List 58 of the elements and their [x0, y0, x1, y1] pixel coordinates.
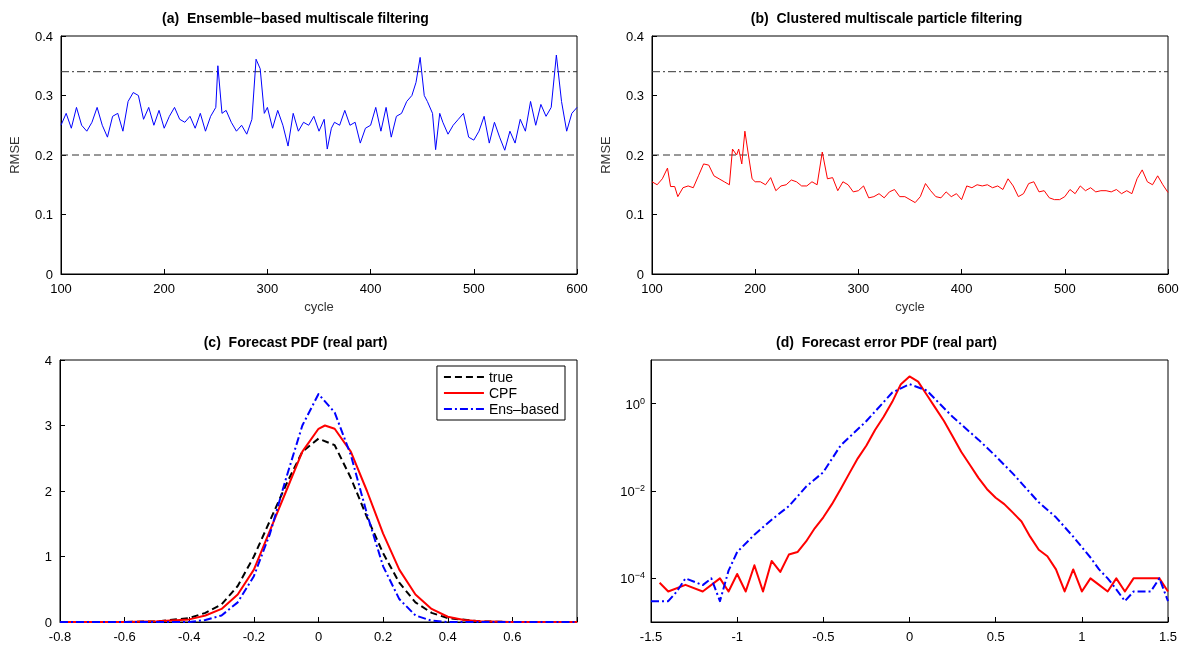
x-tick-label: 600: [1157, 281, 1179, 296]
x-tick-label: 1.5: [1158, 629, 1178, 644]
x-axis-title: cycle: [895, 298, 925, 314]
x-tick-label: 0: [314, 629, 323, 644]
line-series: [60, 54, 578, 151]
x-tick-label: 1: [1078, 629, 1086, 644]
x-tick-label: -0.8: [48, 629, 72, 644]
x-tick-label: 0.5: [986, 629, 1005, 644]
x-tick-label: -0.2: [242, 629, 266, 644]
chart-title: (b) Clustered multiscale particle filtering: [750, 10, 1023, 26]
x-tick-label: 0.2: [374, 629, 393, 644]
x-tick-label: 400: [359, 281, 382, 296]
y-tick-label: 0.2: [34, 147, 53, 163]
x-tick-label: 600: [566, 281, 588, 296]
x-tick-label: -1.5: [639, 629, 663, 644]
x-tick-label: 300: [256, 281, 279, 296]
y-tick-label: 0.4: [625, 28, 644, 44]
x-tick-label: 100: [50, 281, 72, 296]
x-tick-label: 500: [462, 281, 485, 296]
x-tick-label: 100: [641, 281, 663, 296]
y-tick-label: 10$^{−4}$: [620, 570, 645, 587]
y-tick-label: 0.3: [625, 88, 644, 103]
chart-title: (c) Forecast PDF (real part): [203, 334, 388, 350]
y-tick-label: 0.1: [34, 207, 53, 222]
y-tick-label: 10$^{−2}$: [620, 483, 645, 499]
x-tick-label: 200: [153, 281, 176, 296]
x-tick-label: 400: [950, 281, 973, 296]
x-tick-label: -0.4: [178, 629, 201, 644]
y-tick-label: 0: [44, 614, 52, 630]
y-tick-label: 0.1: [625, 207, 644, 222]
y-axis-title: RMSE: [598, 135, 613, 174]
x-tick-label: 500: [1053, 281, 1076, 296]
x-tick-label: -0.6: [113, 629, 136, 644]
y-tick-label: 0.2: [625, 147, 644, 163]
legend-label: true: [488, 369, 514, 385]
y-tick-label: 0: [636, 266, 644, 282]
y-tick-label: 4: [44, 352, 52, 368]
y-tick-label: 10$^{0}$: [625, 395, 645, 412]
x-tick-label: 200: [744, 281, 767, 296]
y-tick-label: 0.4: [34, 28, 53, 44]
legend-label: CPF: [488, 385, 517, 401]
chart-title: (a) Ensemble–based multiscale filtering: [162, 10, 429, 26]
x-tick-label: 0: [905, 629, 914, 644]
line-series: [651, 130, 1169, 204]
x-tick-label: 0.4: [438, 629, 457, 644]
x-axis-title: cycle: [304, 298, 334, 314]
legend-label: Ens–based: [488, 401, 560, 417]
chart-title: (d) Forecast error PDF (real part): [776, 334, 997, 350]
x-tick-label: 0.6: [503, 629, 522, 644]
y-tick-label: 0: [45, 266, 53, 282]
y-tick-label: 3: [44, 418, 52, 433]
y-tick-label: 1: [44, 549, 52, 564]
x-tick-label: 300: [847, 281, 870, 296]
y-tick-label: 2: [44, 483, 52, 499]
x-tick-label: -1: [731, 629, 743, 644]
y-axis-title: RMSE: [7, 135, 22, 174]
x-tick-label: -0.5: [812, 629, 835, 644]
y-tick-label: 0.3: [34, 88, 53, 103]
